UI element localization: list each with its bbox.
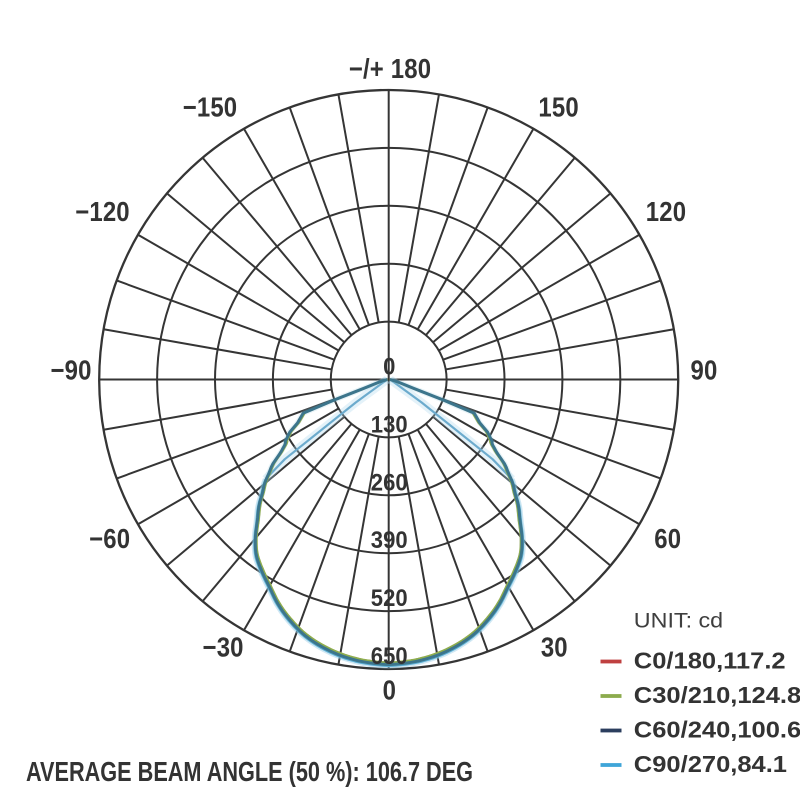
svg-text:C30/210,124.8: C30/210,124.8 bbox=[634, 683, 800, 709]
svg-text:−30: −30 bbox=[203, 633, 244, 663]
svg-text:−/+ 180: −/+ 180 bbox=[349, 55, 431, 85]
svg-text:UNIT: cd: UNIT: cd bbox=[634, 609, 723, 633]
svg-text:0: 0 bbox=[383, 352, 395, 379]
svg-text:60: 60 bbox=[654, 525, 681, 555]
svg-text:−120: −120 bbox=[75, 198, 130, 228]
svg-text:150: 150 bbox=[538, 93, 578, 123]
svg-text:−90: −90 bbox=[50, 356, 91, 386]
svg-text:650: 650 bbox=[371, 642, 408, 669]
svg-text:130: 130 bbox=[371, 410, 408, 437]
svg-text:0: 0 bbox=[383, 676, 396, 706]
svg-text:390: 390 bbox=[371, 526, 408, 553]
svg-text:C90/270,84.1: C90/270,84.1 bbox=[634, 752, 787, 778]
svg-text:−150: −150 bbox=[183, 93, 238, 123]
svg-text:−60: −60 bbox=[89, 525, 130, 555]
svg-text:120: 120 bbox=[646, 198, 686, 228]
svg-text:520: 520 bbox=[371, 584, 408, 611]
svg-text:AVERAGE BEAM ANGLE (50 %): 106: AVERAGE BEAM ANGLE (50 %): 106.7 DEG bbox=[26, 756, 473, 787]
svg-text:C60/240,100.6: C60/240,100.6 bbox=[634, 717, 800, 743]
svg-text:30: 30 bbox=[541, 633, 568, 663]
svg-text:260: 260 bbox=[371, 468, 408, 495]
svg-text:90: 90 bbox=[691, 356, 718, 386]
svg-text:C0/180,117.2: C0/180,117.2 bbox=[634, 648, 786, 674]
